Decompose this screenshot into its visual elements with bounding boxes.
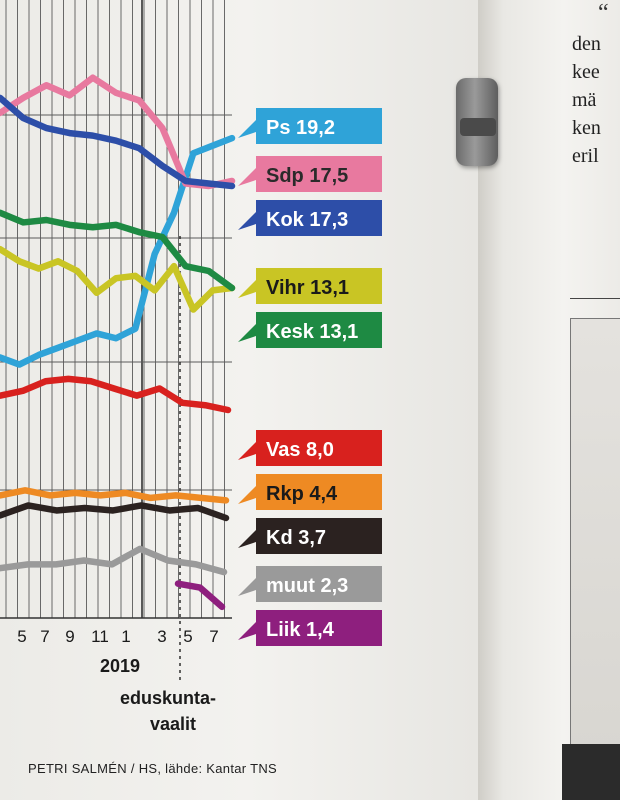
next-page-rule <box>570 298 620 299</box>
series-line-vihr <box>0 249 232 309</box>
next-page-line: eril <box>572 142 620 170</box>
badge-party-name: Kesk <box>266 321 315 343</box>
badge-kd: Kd 3,7 <box>238 518 382 554</box>
badge-party-name: Vihr <box>266 277 305 299</box>
badge-value: 3,7 <box>293 527 326 549</box>
badge-party-name: Kd <box>266 527 293 549</box>
badge-label: Kesk 13,1 <box>266 321 358 343</box>
year-label: 2019 <box>100 656 140 676</box>
badge-muut: muut 2,3 <box>238 566 382 602</box>
next-page-line: kee <box>572 58 620 86</box>
badge-party-name: Sdp <box>266 165 304 187</box>
badge-label: Vihr 13,1 <box>266 277 349 299</box>
badge-rkp: Rkp 4,4 <box>238 474 382 510</box>
series-line-kd <box>0 505 226 518</box>
x-tick-labels: 5 7 9 11 1 3 5 7 <box>17 627 218 646</box>
badge-party-name: Liik <box>266 619 301 641</box>
event-label-line2: vaalit <box>150 714 196 734</box>
binder-clip <box>456 78 498 166</box>
x-tick-label: 3 <box>157 627 166 646</box>
series-line-vas <box>0 379 228 410</box>
badge-vas: Vas 8,0 <box>238 430 382 466</box>
badge-label: Ps 19,2 <box>266 117 335 139</box>
next-page-box <box>570 318 620 759</box>
next-page-line: den <box>572 30 620 58</box>
series-line-ps <box>0 138 232 364</box>
x-tick-label: 11 <box>91 627 109 646</box>
next-page-text: den kee mä ken eril <box>572 30 620 170</box>
badge-value: 8,0 <box>300 439 333 461</box>
badge-kok: Kok 17,3 <box>238 200 382 236</box>
next-page-dark-block <box>562 744 620 800</box>
badge-party-name: Vas <box>266 439 300 461</box>
x-tick-label: 7 <box>40 627 49 646</box>
badge-party-name: Kok <box>266 209 305 231</box>
x-tick-label: 1 <box>121 627 130 646</box>
x-tick-label: 9 <box>65 627 74 646</box>
x-tick-label: 7 <box>209 627 218 646</box>
series-line-rkp <box>0 490 226 500</box>
badge-value: 17,5 <box>304 165 348 187</box>
badge-label: Kok 17,3 <box>266 209 348 231</box>
source-credit: PETRI SALMÉN / HS, lähde: Kantar TNS <box>28 761 277 776</box>
series-lines <box>0 78 232 607</box>
next-page-line: mä <box>572 86 620 114</box>
badge-party-name: Rkp <box>266 483 304 505</box>
badge-label: Kd 3,7 <box>266 527 326 549</box>
badge-sdp: Sdp 17,5 <box>238 156 382 192</box>
badge-label: Rkp 4,4 <box>266 483 338 505</box>
badge-vihr: Vihr 13,1 <box>238 268 382 304</box>
badge-value: 17,3 <box>304 209 348 231</box>
badge-label: Sdp 17,5 <box>266 165 348 187</box>
badge-value: 2,3 <box>315 575 348 597</box>
badge-kesk: Kesk 13,1 <box>238 312 382 348</box>
badge-ps: Ps 19,2 <box>238 108 382 144</box>
badge-party-name: muut <box>266 575 315 597</box>
series-line-sdp <box>0 78 232 186</box>
x-tick-label: 5 <box>17 627 26 646</box>
next-page-line: ken <box>572 114 620 142</box>
badge-value: 4,4 <box>304 483 338 505</box>
badge-value: 13,1 <box>305 277 349 299</box>
event-label-line1: eduskunta- <box>120 688 216 708</box>
next-page-quote: “ <box>598 0 609 27</box>
badge-value: 1,4 <box>300 619 334 641</box>
badge-party-name: Ps <box>266 117 290 139</box>
badge-label: Liik 1,4 <box>266 619 335 641</box>
series-line-kok <box>0 98 232 186</box>
badge-value: 13,1 <box>314 321 358 343</box>
series-line-liik <box>178 584 222 607</box>
badge-value: 19,2 <box>290 117 334 139</box>
badge-label: muut 2,3 <box>266 575 348 597</box>
x-tick-label: 5 <box>183 627 192 646</box>
badge-label: Vas 8,0 <box>266 439 334 461</box>
badge-liik: Liik 1,4 <box>238 610 382 646</box>
